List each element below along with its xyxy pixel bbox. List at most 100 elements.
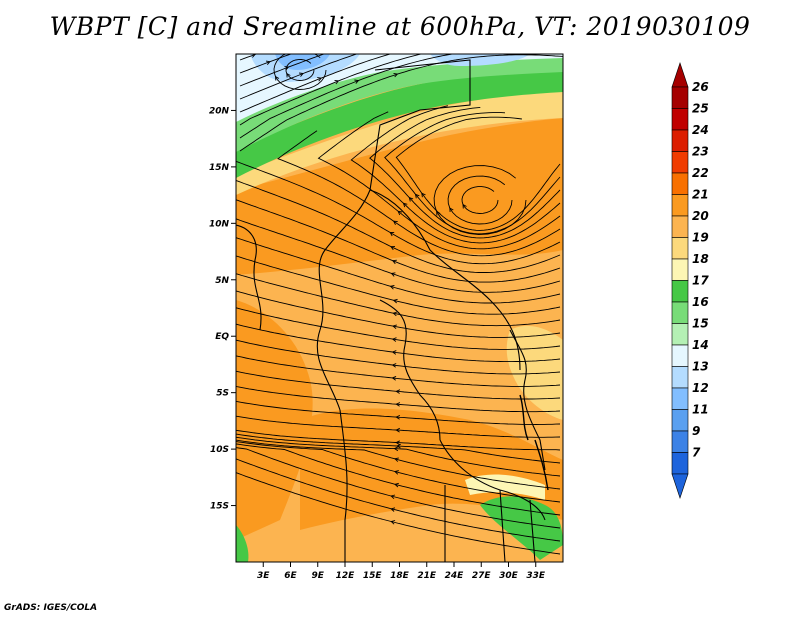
wbpt-zone-17-southeast	[480, 496, 563, 560]
wbpt-zone-18-southeast	[465, 474, 545, 500]
streamlines	[236, 54, 563, 555]
streamline-arrow	[392, 298, 398, 304]
lon-tick-label: 24E	[445, 571, 465, 581]
streamline	[236, 179, 561, 273]
streamline	[236, 290, 561, 338]
streamline-arrow	[274, 75, 280, 81]
colorbar-label: 9	[692, 424, 700, 438]
streamline-arrow	[395, 440, 400, 445]
streamline	[239, 54, 563, 152]
lat-tick-label: 20N	[209, 106, 230, 116]
lat-tick-label: 5N	[215, 276, 229, 286]
streamline-arrow	[390, 520, 396, 525]
wbpt-zone-19-band	[236, 90, 563, 195]
colorbar-label: 17	[692, 274, 709, 288]
colorbar-swatch	[671, 237, 689, 260]
colorbar-label: 25	[692, 102, 709, 116]
lon-tick-label: 27E	[472, 571, 492, 581]
streamline-arrow	[392, 311, 398, 317]
colorbar-swatch	[671, 151, 689, 174]
lon-tick-label: 9E	[312, 571, 325, 581]
colorbar-label: 11	[692, 403, 709, 417]
country-borders	[236, 59, 549, 562]
lat-tick-label: EQ	[215, 332, 229, 342]
streamline-arrow	[265, 60, 271, 65]
streamline-arrow	[299, 72, 304, 77]
streamline	[239, 54, 455, 139]
lon-tick-label: 6E	[284, 571, 297, 581]
streamline-arrow	[397, 210, 403, 216]
lake-malawi	[534, 439, 549, 491]
colorbar-swatch	[671, 409, 689, 432]
map-title: WBPT [C] and Sreamline at 600hPa, VT: 20…	[49, 12, 751, 41]
coastline-lake	[509, 329, 546, 471]
border-north	[369, 59, 471, 191]
border-south	[444, 485, 536, 562]
streamline-arrow	[393, 470, 399, 475]
streamline-arrow	[408, 196, 414, 202]
streamline-arrow	[421, 192, 426, 198]
streamline-arrow	[395, 427, 400, 433]
colorbar-label: 24	[692, 123, 709, 137]
streamline-arrow	[462, 203, 467, 209]
colorbar-bottom-triangle	[671, 473, 689, 499]
lat-tick-label: 10N	[209, 219, 230, 229]
streamline-arrow	[393, 457, 399, 462]
streamline	[239, 54, 392, 113]
streamline-arrow	[395, 389, 401, 394]
colorbar-swatch	[671, 172, 689, 195]
footer-credit: GrADS: IGES/COLA	[4, 603, 98, 613]
streamline-arrow	[390, 272, 396, 277]
border-southwest	[339, 409, 348, 562]
colorbar-swatch	[671, 301, 689, 324]
streamline-arrow	[391, 375, 397, 381]
streamline	[236, 436, 561, 477]
wbpt-zone-13-northeast	[430, 54, 530, 66]
colorbar-swatch	[671, 366, 689, 389]
streamline	[236, 307, 561, 350]
streamline-arrow	[284, 66, 290, 71]
streamline-arrow	[391, 363, 397, 368]
streamline-arrow	[391, 337, 397, 342]
colorbar-label: 16	[692, 295, 709, 309]
lon-tick-label: 21E	[417, 571, 437, 581]
border-central-east	[369, 189, 521, 371]
streamline-arrow	[286, 72, 291, 78]
streamline	[236, 218, 561, 293]
lat-tick-label: 10S	[210, 445, 229, 455]
colorbar-swatch	[671, 258, 689, 281]
colorbar-swatch	[671, 129, 689, 152]
streamline-arrow	[392, 324, 397, 329]
colorbar-label: 13	[692, 360, 709, 374]
colorbar-swatch	[671, 323, 689, 346]
colorbar-swatch	[671, 344, 689, 367]
colorbar-label: 7	[692, 446, 701, 460]
colorbar-swatch	[671, 215, 689, 238]
streamline-arrow	[396, 443, 401, 449]
streamline	[239, 54, 423, 126]
lon-tick-label: 33E	[526, 571, 546, 581]
colorbar-label: 12	[692, 381, 709, 395]
lat-tick-label: 5S	[216, 389, 229, 399]
colorbar-swatch	[671, 86, 689, 109]
streamline-arrow	[317, 77, 323, 82]
streamline-arrow	[395, 402, 401, 407]
streamline-arrow	[393, 72, 399, 78]
longitude-axis: 3E 6E 9E 12E 15E 18E 21E 24E 27E 30E 33E	[257, 562, 546, 581]
streamline	[236, 439, 561, 490]
streamline-arrow	[334, 79, 340, 85]
colorbar-label: 14	[692, 338, 709, 352]
streamline-arrow	[402, 202, 408, 208]
streamline	[236, 458, 561, 542]
lat-tick-label: 15S	[210, 502, 229, 512]
wbpt-zone-17-north	[236, 70, 563, 178]
lon-tick-label: 12E	[336, 571, 356, 581]
colorbar-swatch	[671, 108, 689, 131]
streamline	[236, 447, 561, 529]
colorbar-label: 26	[692, 80, 709, 94]
colorbar-label: 22	[692, 166, 709, 180]
lake-tanganyika	[519, 394, 529, 441]
coastline-west	[236, 224, 262, 331]
streamline-arrow	[394, 482, 399, 488]
